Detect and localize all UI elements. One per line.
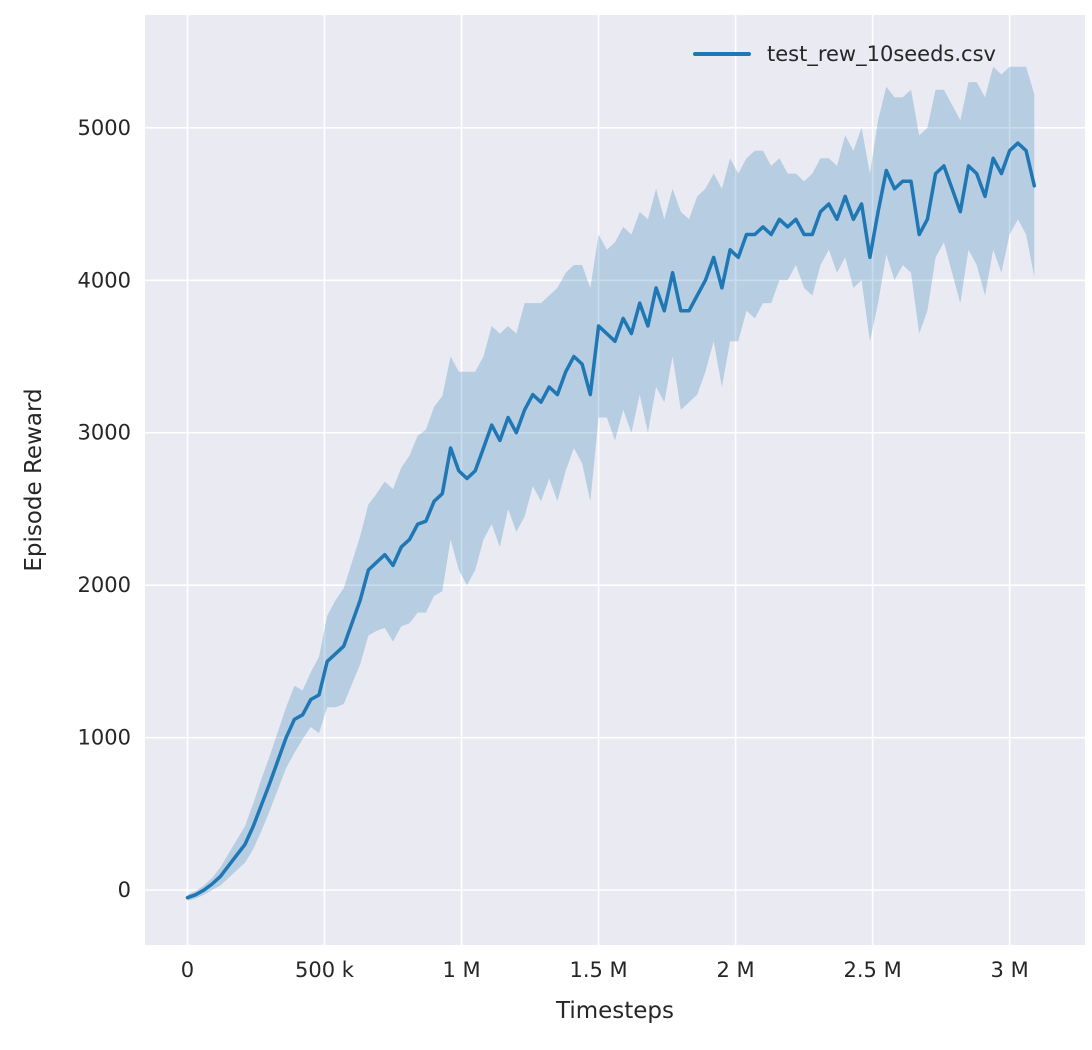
plot-area xyxy=(145,15,1085,945)
y-tick-label: 5000 xyxy=(78,116,131,140)
confidence-band xyxy=(187,66,1035,901)
x-tick-label: 1.5 M xyxy=(569,958,627,982)
y-tick-label: 3000 xyxy=(78,421,131,445)
y-tick-label: 1000 xyxy=(78,726,131,750)
x-tick-label: 2.5 M xyxy=(844,958,902,982)
x-tick-label: 0 xyxy=(181,958,194,982)
legend: test_rew_10seeds.csv xyxy=(693,42,996,66)
gridlines xyxy=(145,15,1085,945)
x-tick-label: 2 M xyxy=(717,958,755,982)
y-tick-label: 0 xyxy=(118,878,131,902)
mean-line xyxy=(185,141,1037,900)
x-axis-label: Timesteps xyxy=(555,998,675,1024)
x-tick-label: 3 M xyxy=(991,958,1029,982)
y-tick-label: 2000 xyxy=(78,573,131,597)
y-tick-label: 4000 xyxy=(78,268,131,292)
y-axis-label: Episode Reward xyxy=(21,388,47,572)
legend-line-swatch xyxy=(693,51,751,57)
legend-label: test_rew_10seeds.csv xyxy=(767,42,996,66)
x-tick-label: 1 M xyxy=(442,958,480,982)
x-tick-label: 500 k xyxy=(295,958,355,982)
